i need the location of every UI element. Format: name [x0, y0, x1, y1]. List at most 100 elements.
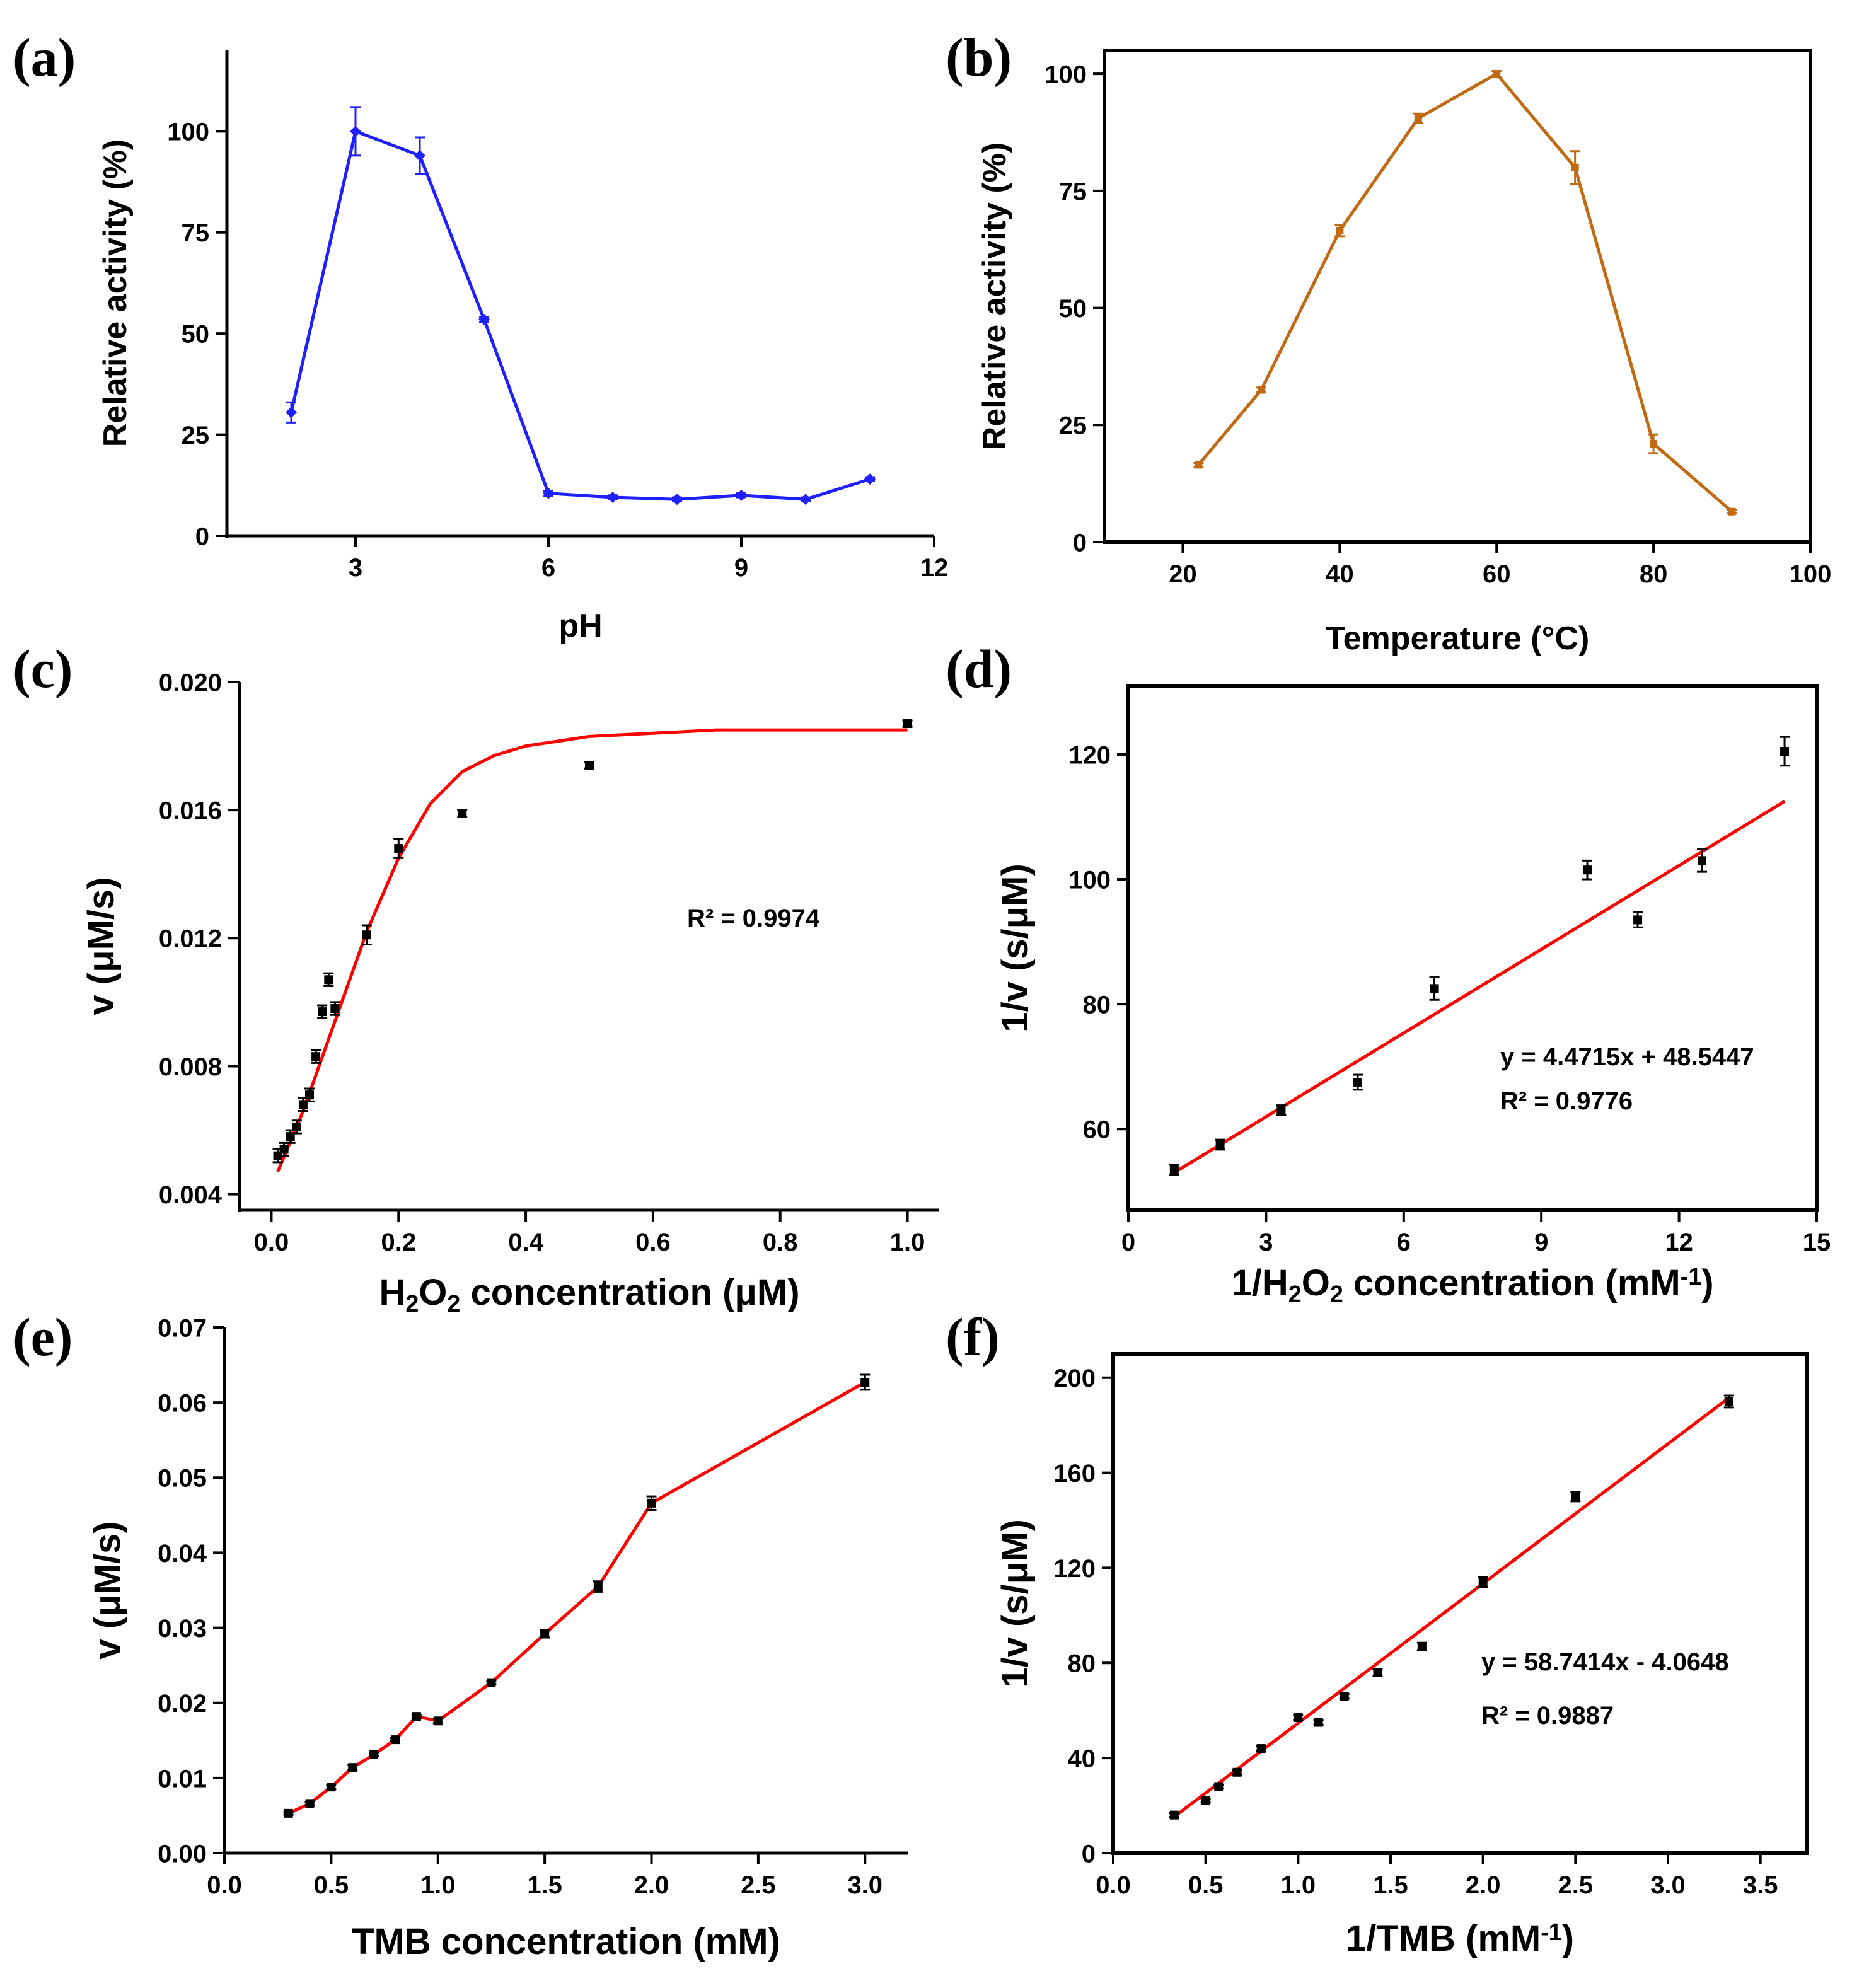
- data-point: [607, 492, 618, 504]
- y-tick-label: 0.004: [159, 1181, 223, 1209]
- data-point: [298, 1100, 308, 1109]
- x-tick-label: 9: [1534, 1228, 1548, 1256]
- x-tick-label: 1.0: [420, 1871, 456, 1899]
- y-tick-label: 80: [1068, 1650, 1096, 1678]
- chart-panel-f: (f) 0.0 0.5 1.0 1.5 2.0 2.5 3.0 3.5 0 40 80 120 160 20…: [946, 1307, 1809, 1959]
- data-point: [1201, 1796, 1210, 1806]
- x-tick-label: 1.5: [1373, 1871, 1408, 1899]
- data-point: [1195, 461, 1203, 469]
- x-axis-label: H2O2 concentration (μM): [379, 1272, 799, 1317]
- data-point: [1478, 1578, 1488, 1587]
- x-axis-label: 1/H2O2 concentration (mM-1): [1231, 1263, 1713, 1307]
- data-point: [1633, 915, 1643, 925]
- data-point: [543, 487, 554, 499]
- data-point: [279, 1145, 289, 1154]
- y-tick-label: 60: [1083, 1116, 1111, 1144]
- plot-frame: [1126, 684, 1819, 1212]
- data-point: [318, 1007, 327, 1017]
- data-point: [369, 1750, 379, 1759]
- chart-panel-c: (c) 0.0 0.2 0.4 0.6 0.8 1.0 0.004 0.008 0.012 0.01…: [13, 639, 939, 1317]
- data-point: [284, 1808, 293, 1818]
- data-point: [305, 1090, 314, 1100]
- x-tick-label: 9: [734, 554, 748, 582]
- x-tick-label: 0.5: [1188, 1871, 1224, 1899]
- y-tick-label: 0: [1073, 529, 1087, 557]
- data-point: [1780, 747, 1790, 756]
- data-point: [585, 761, 594, 770]
- data-point: [394, 844, 403, 853]
- y-tick-label: 0.012: [159, 925, 222, 953]
- data-point: [671, 494, 683, 506]
- data-point: [1215, 1140, 1225, 1149]
- data-point: [1314, 1718, 1323, 1727]
- y-tick-label: 120: [1053, 1555, 1096, 1583]
- data-point: [412, 1712, 421, 1721]
- y-tick-label: 25: [1059, 412, 1087, 440]
- x-tick-label: 12: [1665, 1228, 1693, 1256]
- data-point: [1571, 1492, 1580, 1501]
- data-point: [414, 149, 425, 161]
- y-axis-label: Relative activity (%): [97, 139, 134, 447]
- chart-panel-a: (a) 3 6 9 12 0 25 50 75 100 pH Relative activity (%…: [13, 27, 948, 644]
- chart-panel-b: (b) 20 40 60 80 100 0 25 50 75 100 Temperature (°C)…: [946, 27, 1831, 657]
- panel-label-b: (b): [946, 27, 1012, 88]
- y-axis-label: Relative activity (%): [976, 142, 1013, 450]
- data-point: [327, 1783, 336, 1792]
- data-point: [1417, 1641, 1427, 1651]
- y-axis-label: v (μM/s): [81, 877, 122, 1015]
- y-tick-label: 0.05: [158, 1465, 207, 1493]
- data-point: [1169, 1810, 1179, 1820]
- y-tick-label: 50: [182, 321, 210, 349]
- data-point: [391, 1735, 400, 1745]
- data-point: [324, 975, 333, 985]
- y-tick-label: 40: [1068, 1745, 1096, 1773]
- y-axis-label: 1/v (s/μM): [995, 864, 1036, 1032]
- data-point: [292, 1122, 301, 1131]
- data-point: [1257, 386, 1265, 394]
- data-point: [1414, 114, 1422, 122]
- x-tick-label: 3: [349, 554, 362, 582]
- x-tick-label: 0.0: [207, 1871, 242, 1899]
- y-tick-label: 0.02: [158, 1690, 207, 1718]
- annotation-text: y = 4.4715x + 48.5447: [1500, 1043, 1754, 1071]
- panel-label-a: (a): [13, 27, 76, 88]
- x-tick-label: 60: [1483, 560, 1511, 588]
- x-tick-label: 1.5: [527, 1871, 562, 1899]
- x-tick-label: 0.4: [508, 1228, 543, 1256]
- data-point: [458, 809, 467, 818]
- x-tick-label: 0.5: [314, 1871, 349, 1899]
- fit-line: [1173, 800, 1786, 1174]
- data-point: [433, 1716, 443, 1726]
- data-point: [330, 1004, 340, 1014]
- data-point: [286, 407, 297, 419]
- x-tick-label: 80: [1640, 560, 1668, 588]
- data-point: [350, 125, 361, 137]
- data-point: [1373, 1668, 1382, 1677]
- data-point: [1214, 1782, 1224, 1791]
- y-tick-label: 50: [1059, 295, 1087, 323]
- y-tick-label: 25: [182, 422, 210, 449]
- data-point: [1353, 1077, 1362, 1087]
- y-tick-label: 0: [1082, 1840, 1096, 1868]
- x-tick-label: 40: [1326, 560, 1354, 588]
- y-axis-label: 1/v (s/μM): [995, 1519, 1036, 1688]
- y-tick-label: 75: [182, 219, 210, 247]
- x-tick-label: 100: [1790, 560, 1832, 588]
- chart-panel-d: (d) 0 3 6 9 12 15 60 80 100 120 1/H2O2 concentratio…: [946, 639, 1831, 1307]
- x-tick-label: 2.5: [1558, 1871, 1594, 1899]
- x-tick-label: 20: [1169, 560, 1197, 588]
- annotation-text: y = 58.7414x - 4.0648: [1481, 1648, 1729, 1676]
- chart-panel-e: (e) 0.0 0.5 1.0 1.5 2.0 2.5 3.0 0.00 0.01 0.02 0.03…: [13, 1307, 908, 1962]
- x-tick-label: 3.0: [847, 1871, 883, 1899]
- data-point: [1294, 1713, 1303, 1723]
- y-tick-label: 200: [1053, 1365, 1096, 1392]
- y-tick-label: 100: [1068, 866, 1111, 894]
- x-axis-label: pH: [558, 608, 602, 644]
- plot-frame: [1103, 49, 1812, 544]
- x-tick-label: 0.0: [254, 1228, 289, 1256]
- y-tick-label: 0.04: [158, 1540, 207, 1568]
- data-point: [1430, 984, 1439, 993]
- x-tick-label: 15: [1803, 1228, 1831, 1256]
- plot-frame: [1111, 1352, 1809, 1855]
